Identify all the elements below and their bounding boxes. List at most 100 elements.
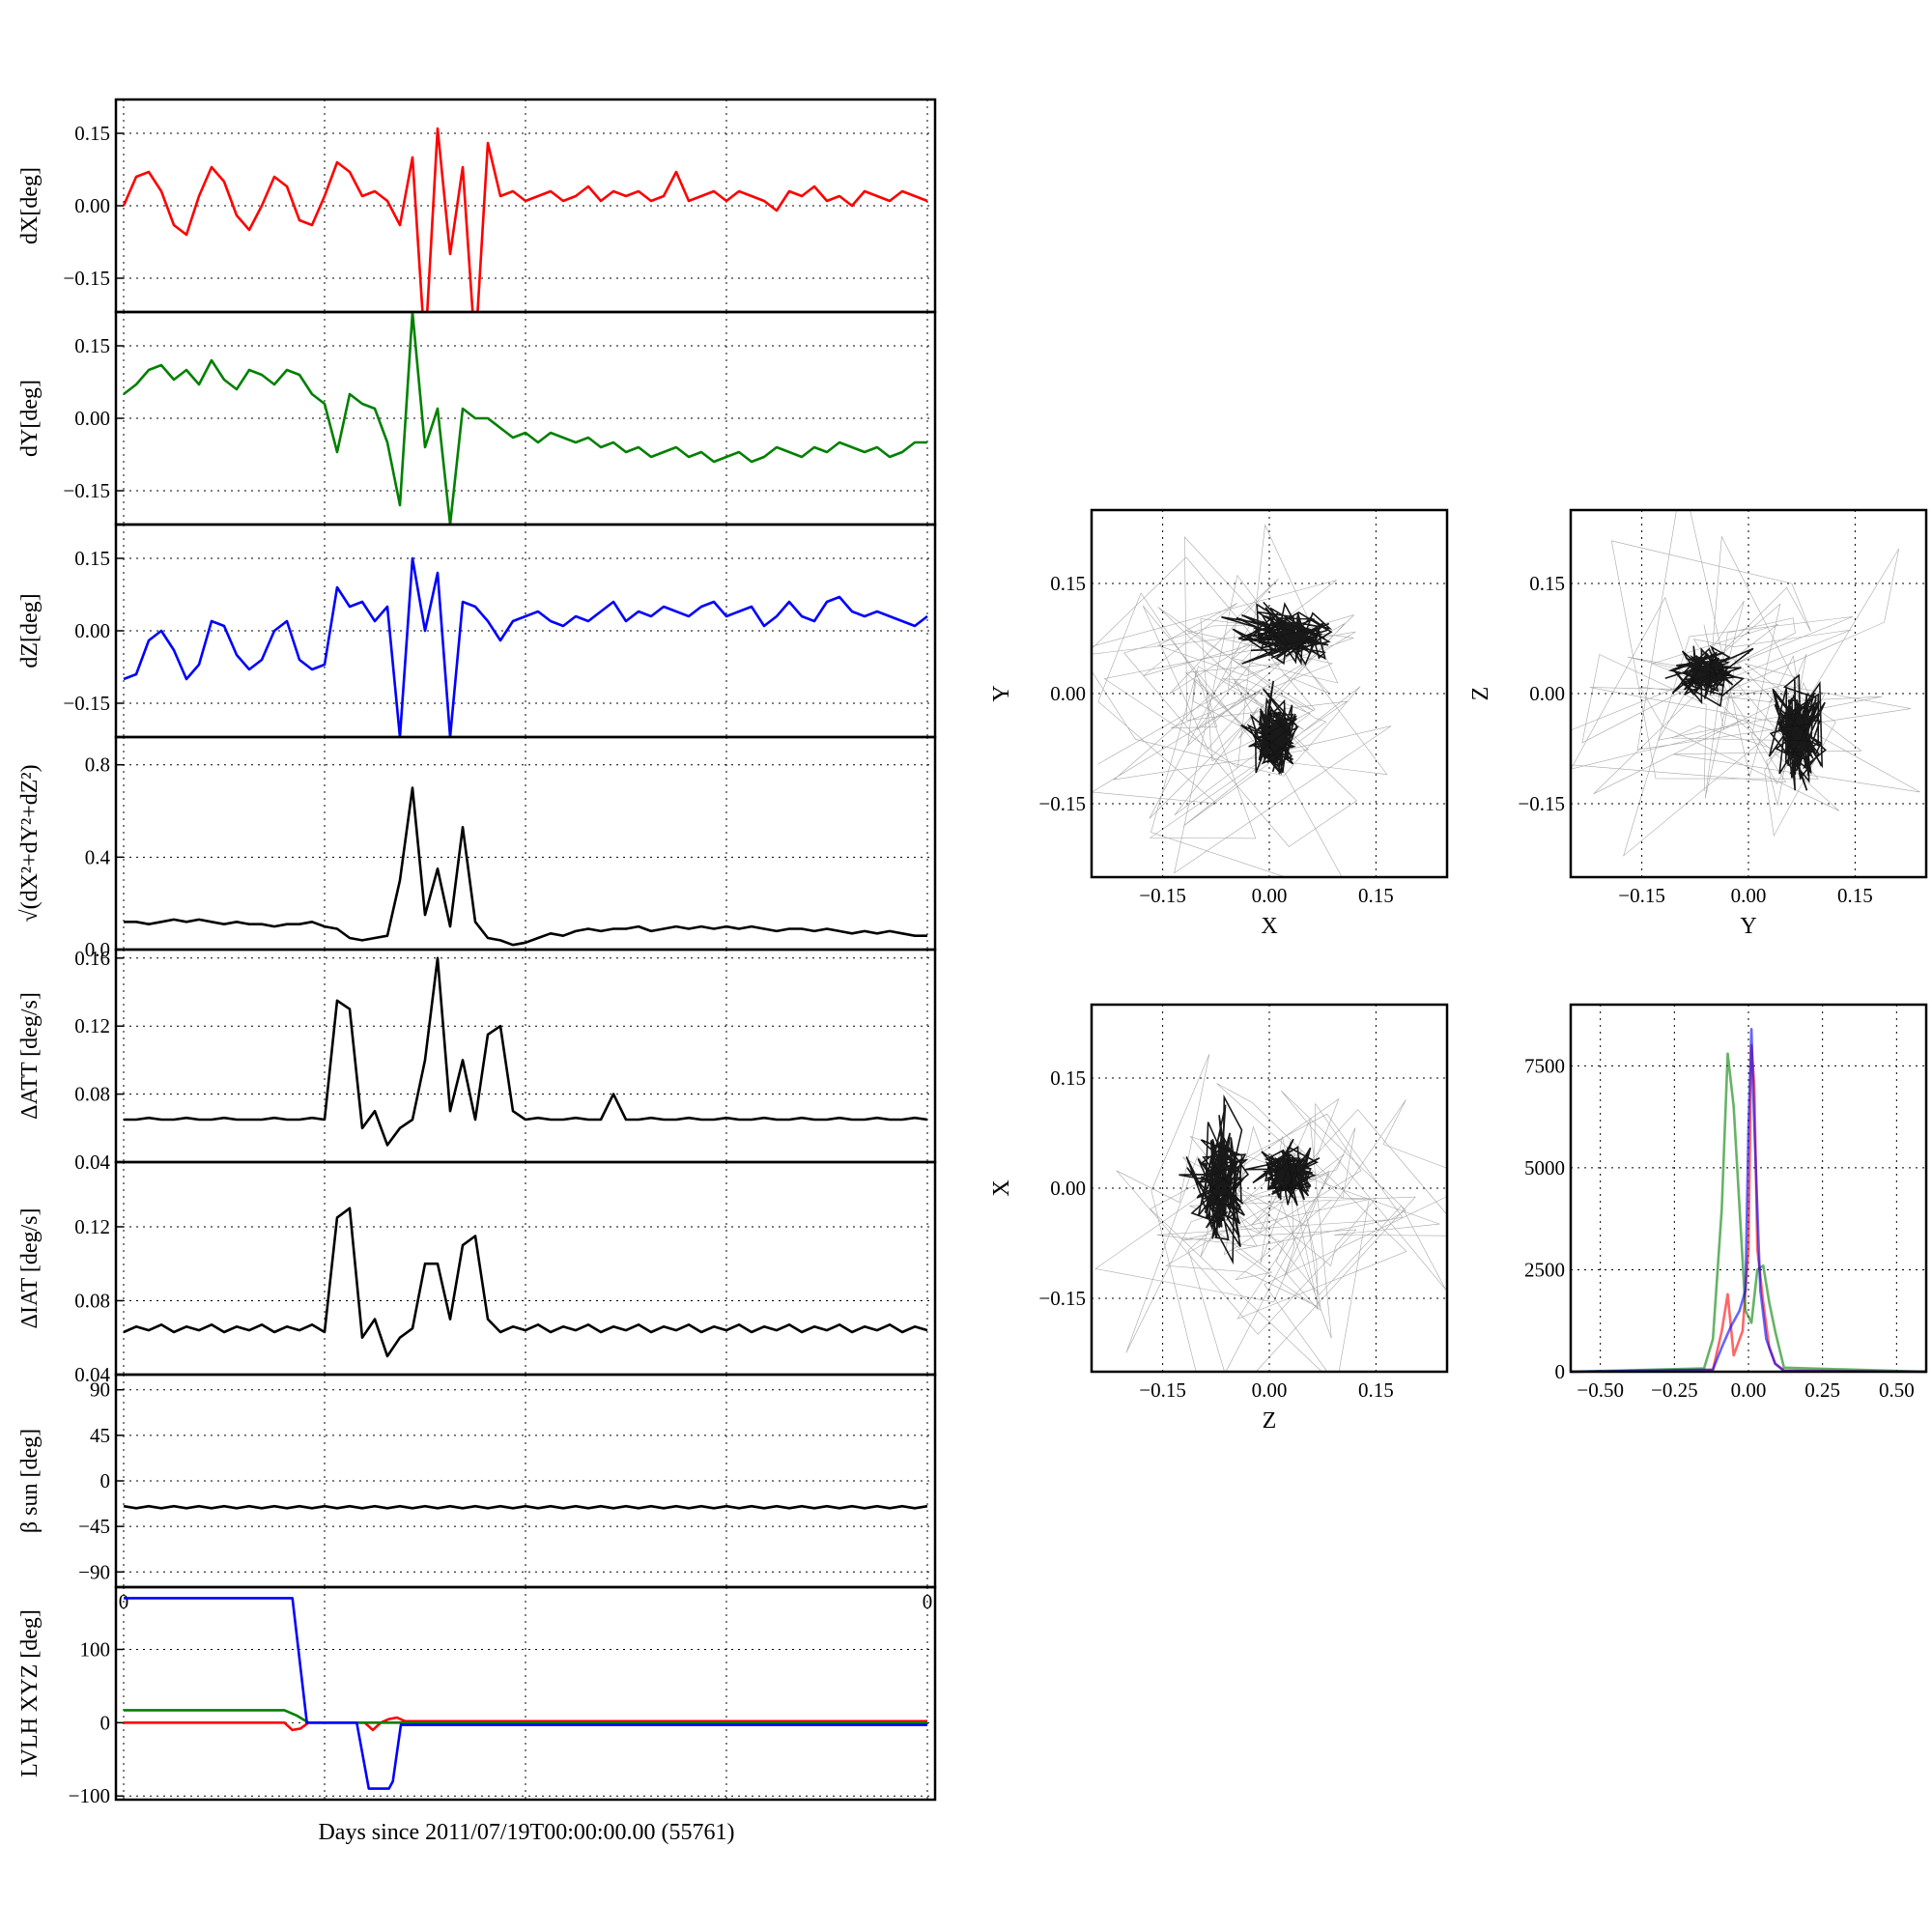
ytick-label-dY-2: −0.15 — [63, 479, 110, 502]
scatter-zx-frame — [1090, 1003, 1449, 1374]
panel-mag-frame — [114, 735, 937, 952]
scatter-xy-ytick-label-0: −0.15 — [1038, 792, 1086, 815]
scatter-zx-ytick-label-0: −0.15 — [1038, 1287, 1086, 1310]
panel-dZ-ylabel: dZ[deg] — [17, 593, 43, 668]
panel-dIAT: 0.12 0.08 0.04 ΔIAT [deg/s] — [17, 1160, 937, 1386]
series-line-dX-0 — [122, 127, 928, 312]
ytick-label-dZ-2: −0.15 — [63, 692, 110, 715]
panel-dATT: 0.16 0.12 0.08 0.04 ΔATT [deg/s] — [17, 947, 937, 1174]
ytick-label-dATT-1: 0.12 — [74, 1014, 110, 1037]
histogram: −0.50 −0.25 0.00 0.25 0.50 7500 5000 2500 0 — [1524, 1003, 1928, 1402]
ytick-label-dATT-2: 0.08 — [74, 1083, 110, 1106]
series-line-beta-0 — [123, 1504, 928, 1510]
x-axis-label: Days since 2011/07/19T00:00:00.00 (55761… — [318, 1820, 734, 1845]
series-line-lvlh-1 — [124, 1709, 927, 1724]
scatter-yz-xlabel: Y — [1740, 914, 1756, 939]
ytick-label-lvlh-1: 0 — [100, 1711, 111, 1734]
panel-dX: 0.15 0.00 −0.15 dX[deg] — [17, 98, 937, 314]
scatter-yz-cluster-0 — [1664, 644, 1754, 707]
histogram-series-1 — [1570, 1052, 1927, 1374]
histogram-frame — [1569, 1003, 1928, 1374]
histogram-ytick-label-2: 2500 — [1524, 1258, 1565, 1281]
panel-dATT-frame — [114, 948, 937, 1164]
ytick-label-dIAT-0: 0.12 — [74, 1215, 110, 1238]
panel-beta: 90 45 0 −45 −90 β sun [deg] — [17, 1373, 937, 1589]
scatter-xy-frame — [1090, 508, 1449, 879]
scatter-zx-ytick-label-1: 0.00 — [1050, 1177, 1086, 1200]
series-line-dATT-0 — [124, 956, 928, 1147]
scatter-zx: −0.15 −0.15 0.00 0.00 0.15 0.15 Z X — [989, 1003, 1449, 1434]
ytick-label-dY-0: 0.15 — [74, 334, 110, 357]
series-line-mag-0 — [124, 786, 927, 947]
ytick-label-dX-1: 0.00 — [74, 194, 110, 217]
xtick-label-lvlh-0: 0 — [119, 1590, 129, 1613]
scatter-yz-ytick-label-0: −0.15 — [1518, 792, 1565, 815]
histogram-xtick-label-0: −0.50 — [1577, 1378, 1624, 1402]
histogram-ytick-label-1: 5000 — [1524, 1156, 1565, 1179]
panel-beta-ylabel: β sun [deg] — [17, 1429, 43, 1533]
scatter-zx-xtick-label-1: 0.00 — [1252, 1378, 1288, 1402]
ytick-label-mag-0: 0.8 — [85, 753, 110, 777]
scatter-zx-xlabel: Z — [1263, 1408, 1277, 1434]
histogram-xtick-label-1: −0.25 — [1651, 1378, 1698, 1402]
histogram-xtick-label-3: 0.25 — [1804, 1378, 1840, 1402]
ytick-label-lvlh-2: −100 — [69, 1784, 110, 1807]
ytick-label-beta-2: 0 — [100, 1469, 111, 1492]
scatter-zx-ytick-label-2: 0.15 — [1050, 1066, 1086, 1090]
scatter-yz-cluster-1 — [1768, 673, 1827, 791]
ytick-label-beta-4: −90 — [78, 1560, 110, 1583]
scatter-xy-cluster-1 — [1221, 601, 1333, 667]
panel-mag-ylabel: √(dX²+dY²+dZ²) — [17, 764, 43, 922]
ytick-label-beta-1: 45 — [90, 1424, 110, 1447]
scatter-yz-xtick-label-2: 0.15 — [1837, 884, 1873, 907]
ytick-label-dATT-3: 0.04 — [74, 1151, 110, 1174]
ytick-label-dZ-0: 0.15 — [74, 547, 110, 570]
ytick-label-dX-0: 0.15 — [74, 122, 110, 145]
histogram-xtick-label-4: 0.50 — [1879, 1378, 1915, 1402]
scatter-zx-cluster-2 — [1094, 1054, 1447, 1372]
ytick-label-mag-2: 0.0 — [85, 938, 110, 961]
panel-lvlh-ylabel: LVLH XYZ [deg] — [17, 1609, 43, 1777]
ytick-label-dY-1: 0.00 — [74, 407, 110, 430]
ytick-label-lvlh-0: 100 — [80, 1637, 111, 1661]
scatter-yz-cluster-2 — [1571, 510, 1920, 857]
ytick-label-beta-0: 90 — [90, 1378, 110, 1402]
histogram-ytick-label-3: 0 — [1555, 1360, 1566, 1383]
scatter-zx-cluster-1 — [1179, 1094, 1250, 1265]
scatter-yz-xtick-label-0: −0.15 — [1618, 884, 1665, 907]
scatter-xy-cluster-2 — [1092, 524, 1392, 877]
ytick-label-dX-2: −0.15 — [63, 267, 110, 290]
panel-dIAT-ylabel: ΔIAT [deg/s] — [17, 1208, 43, 1329]
scatter-yz-ylabel: Z — [1468, 687, 1493, 701]
panel-lvlh: 100 0 −100 0 0 LVLH XYZ [deg] — [17, 1585, 937, 1807]
series-line-dY-0 — [123, 312, 927, 525]
scatter-xy-cluster-0 — [1240, 680, 1300, 776]
scatter-xy-xtick-label-2: 0.15 — [1358, 884, 1394, 907]
scatter-xy-ylabel: Y — [989, 685, 1014, 701]
ytick-label-beta-3: −45 — [78, 1515, 110, 1538]
series-line-dIAT-0 — [123, 1207, 928, 1358]
scatter-zx-ylabel: X — [989, 1179, 1014, 1196]
panel-dX-ylabel: dX[deg] — [17, 167, 43, 244]
panel-dATT-ylabel: ΔATT [deg/s] — [17, 992, 43, 1120]
scatter-xy: −0.15 −0.15 0.00 0.00 0.15 0.15 X Y — [989, 508, 1449, 939]
scatter-xy-xtick-label-0: −0.15 — [1139, 884, 1186, 907]
scatter-xy-ytick-label-2: 0.15 — [1050, 572, 1086, 595]
panel-dZ: 0.15 0.00 −0.15 dZ[deg] — [17, 523, 937, 739]
series-line-lvlh-0 — [124, 1716, 927, 1732]
scatter-zx-xtick-label-0: −0.15 — [1139, 1378, 1186, 1402]
histogram-series-2 — [1570, 1028, 1927, 1374]
ytick-label-dATT-0: 0.16 — [74, 947, 110, 970]
panel-mag: 0.8 0.4 0.0 √(dX²+dY²+dZ²) — [17, 735, 937, 961]
histogram-ytick-label-0: 7500 — [1524, 1054, 1565, 1077]
scatter-yz-xtick-label-1: 0.00 — [1731, 884, 1767, 907]
scatter-zx-cluster-0 — [1245, 1138, 1321, 1207]
panel-lvlh-frame — [114, 1585, 937, 1802]
scatter-xy-xlabel: X — [1261, 914, 1277, 939]
series-line-dZ-0 — [123, 556, 928, 737]
scatter-yz-ytick-label-1: 0.00 — [1529, 682, 1565, 705]
ytick-label-mag-1: 0.4 — [85, 845, 111, 868]
series-line-lvlh-2 — [124, 1597, 927, 1790]
ytick-label-dIAT-1: 0.08 — [74, 1289, 110, 1312]
